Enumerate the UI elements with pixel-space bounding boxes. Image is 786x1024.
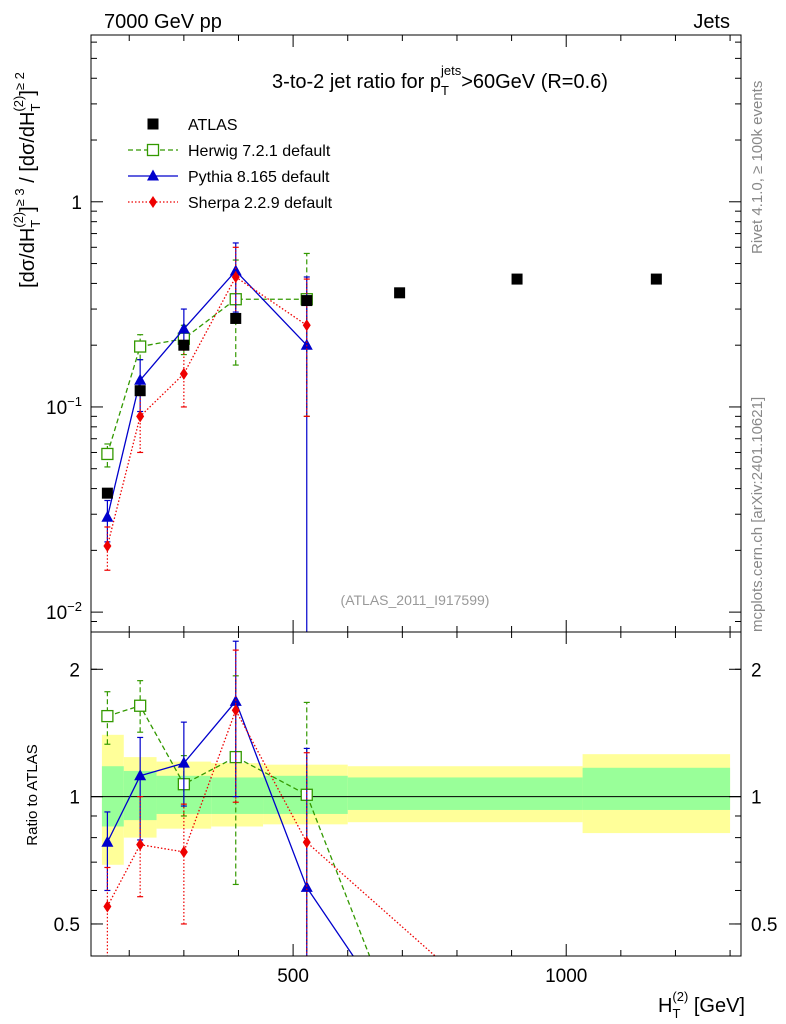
rivet-label: Rivet 4.1.0, ≥ 100k events	[749, 81, 766, 254]
title-pre: 3-to-2 jet ratio for p	[272, 71, 441, 93]
main-sherpa-point	[302, 319, 311, 332]
ratio-y-tick-label-left: 2	[69, 660, 80, 681]
ratio-pythia-line	[106, 700, 354, 956]
title-sup: jets	[440, 63, 462, 78]
ratio-pythia-point	[177, 756, 190, 768]
ratio-y-tick-label-right: 1	[751, 788, 762, 809]
legend-label-sherpa: Sherpa 2.2.9 default	[188, 195, 333, 212]
main-sherpa-point	[136, 410, 145, 423]
ratio-sherpa-point	[302, 836, 311, 849]
main-y-tick-label: 10−2	[46, 599, 82, 624]
main-atlas-point	[301, 295, 313, 307]
ratio-band-inner	[451, 777, 583, 810]
main-data-layer	[101, 242, 662, 632]
analysis-watermark: (ATLAS_2011_I917599)	[341, 592, 490, 608]
ratio-y-tick-label-left: 1	[69, 788, 80, 809]
legend: ATLAS Herwig 7.2.1 default Pythia 8.165 de…	[128, 117, 333, 212]
legend-label-pythia: Pythia 8.165 default	[188, 169, 330, 186]
mcplots-label: mcplots.cern.ch [arXiv:2401.10621]	[749, 397, 766, 632]
main-atlas-point	[230, 312, 242, 324]
header-left: 7000 GeV pp	[104, 11, 222, 33]
ratio-band-inner	[582, 767, 731, 810]
main-pythia-point	[134, 373, 147, 385]
main-sherpa-point	[103, 540, 112, 553]
main-y-tick-label: 10−1	[46, 394, 82, 419]
main-sherpa-point	[231, 270, 240, 283]
ratio-pythia-point	[101, 835, 114, 847]
legend-label-atlas: ATLAS	[188, 117, 238, 134]
ratio-sherpa-point	[103, 900, 112, 913]
main-herwig-point	[101, 447, 114, 461]
main-atlas-point	[511, 273, 523, 285]
main-pythia-point	[101, 510, 114, 522]
main-herwig-line	[106, 298, 307, 455]
title-post: >60GeV (R=0.6)	[461, 71, 608, 93]
main-atlas-point	[178, 339, 190, 351]
main-atlas-point	[134, 385, 146, 397]
ratio-sherpa-point	[136, 838, 145, 851]
ratio-pythia-point	[134, 769, 147, 781]
main-ylabel: [dσ/dHT(2)]≥ 3 / [dσ/dHT(2)]≥ 2	[11, 72, 43, 288]
main-herwig-point	[134, 340, 147, 353]
main-atlas-point	[394, 287, 406, 299]
header-right: Jets	[693, 11, 730, 33]
ratio-frame	[90, 631, 742, 957]
ratio-band-inner	[347, 777, 452, 810]
x-tick-label: 1000	[545, 966, 587, 987]
ratio-herwig-point	[134, 699, 147, 712]
x-axis-title: HT(2) [GeV]	[658, 989, 745, 1021]
ratio-herwig-point	[101, 709, 114, 723]
main-pythia-point	[229, 264, 242, 276]
title-sub: T	[441, 83, 449, 98]
ratio-ylabel: Ratio to ATLAS	[24, 744, 41, 845]
ratio-bands	[91, 734, 741, 865]
legend-marker-atlas	[147, 118, 159, 130]
ratio-band-inner	[211, 777, 264, 814]
legend-label-herwig: Herwig 7.2.1 default	[188, 143, 331, 160]
chart-title: 3-to-2 jet ratio for pTjets>60GeV (R=0.6…	[272, 63, 608, 98]
legend-marker-sherpa	[149, 196, 157, 208]
ratio-sherpa-line	[106, 708, 436, 956]
main-sherpa-line	[106, 276, 308, 547]
legend-marker-herwig	[146, 143, 160, 157]
ratio-y-tick-label-right: 0.5	[751, 915, 777, 936]
main-y-tick-label: 1	[71, 193, 82, 214]
ratio-y-tick-label-right: 2	[751, 660, 762, 681]
main-sherpa-point	[179, 367, 188, 380]
axes-layer: 10−2 10−1 1 0.5 0.5 1 1 2 2 500 1000	[46, 35, 777, 987]
ratio-data-layer	[101, 640, 436, 956]
main-pythia-point	[177, 322, 190, 334]
legend-marker-pythia	[147, 169, 159, 181]
ratio-y-tick-label-left: 0.5	[54, 915, 80, 936]
main-pythia-point	[300, 338, 313, 350]
x-tick-label: 500	[277, 966, 309, 987]
ratio-sherpa-point	[231, 704, 240, 717]
ratio-sherpa-point	[179, 845, 188, 858]
main-atlas-point	[101, 487, 113, 499]
main-atlas-point	[650, 273, 662, 285]
